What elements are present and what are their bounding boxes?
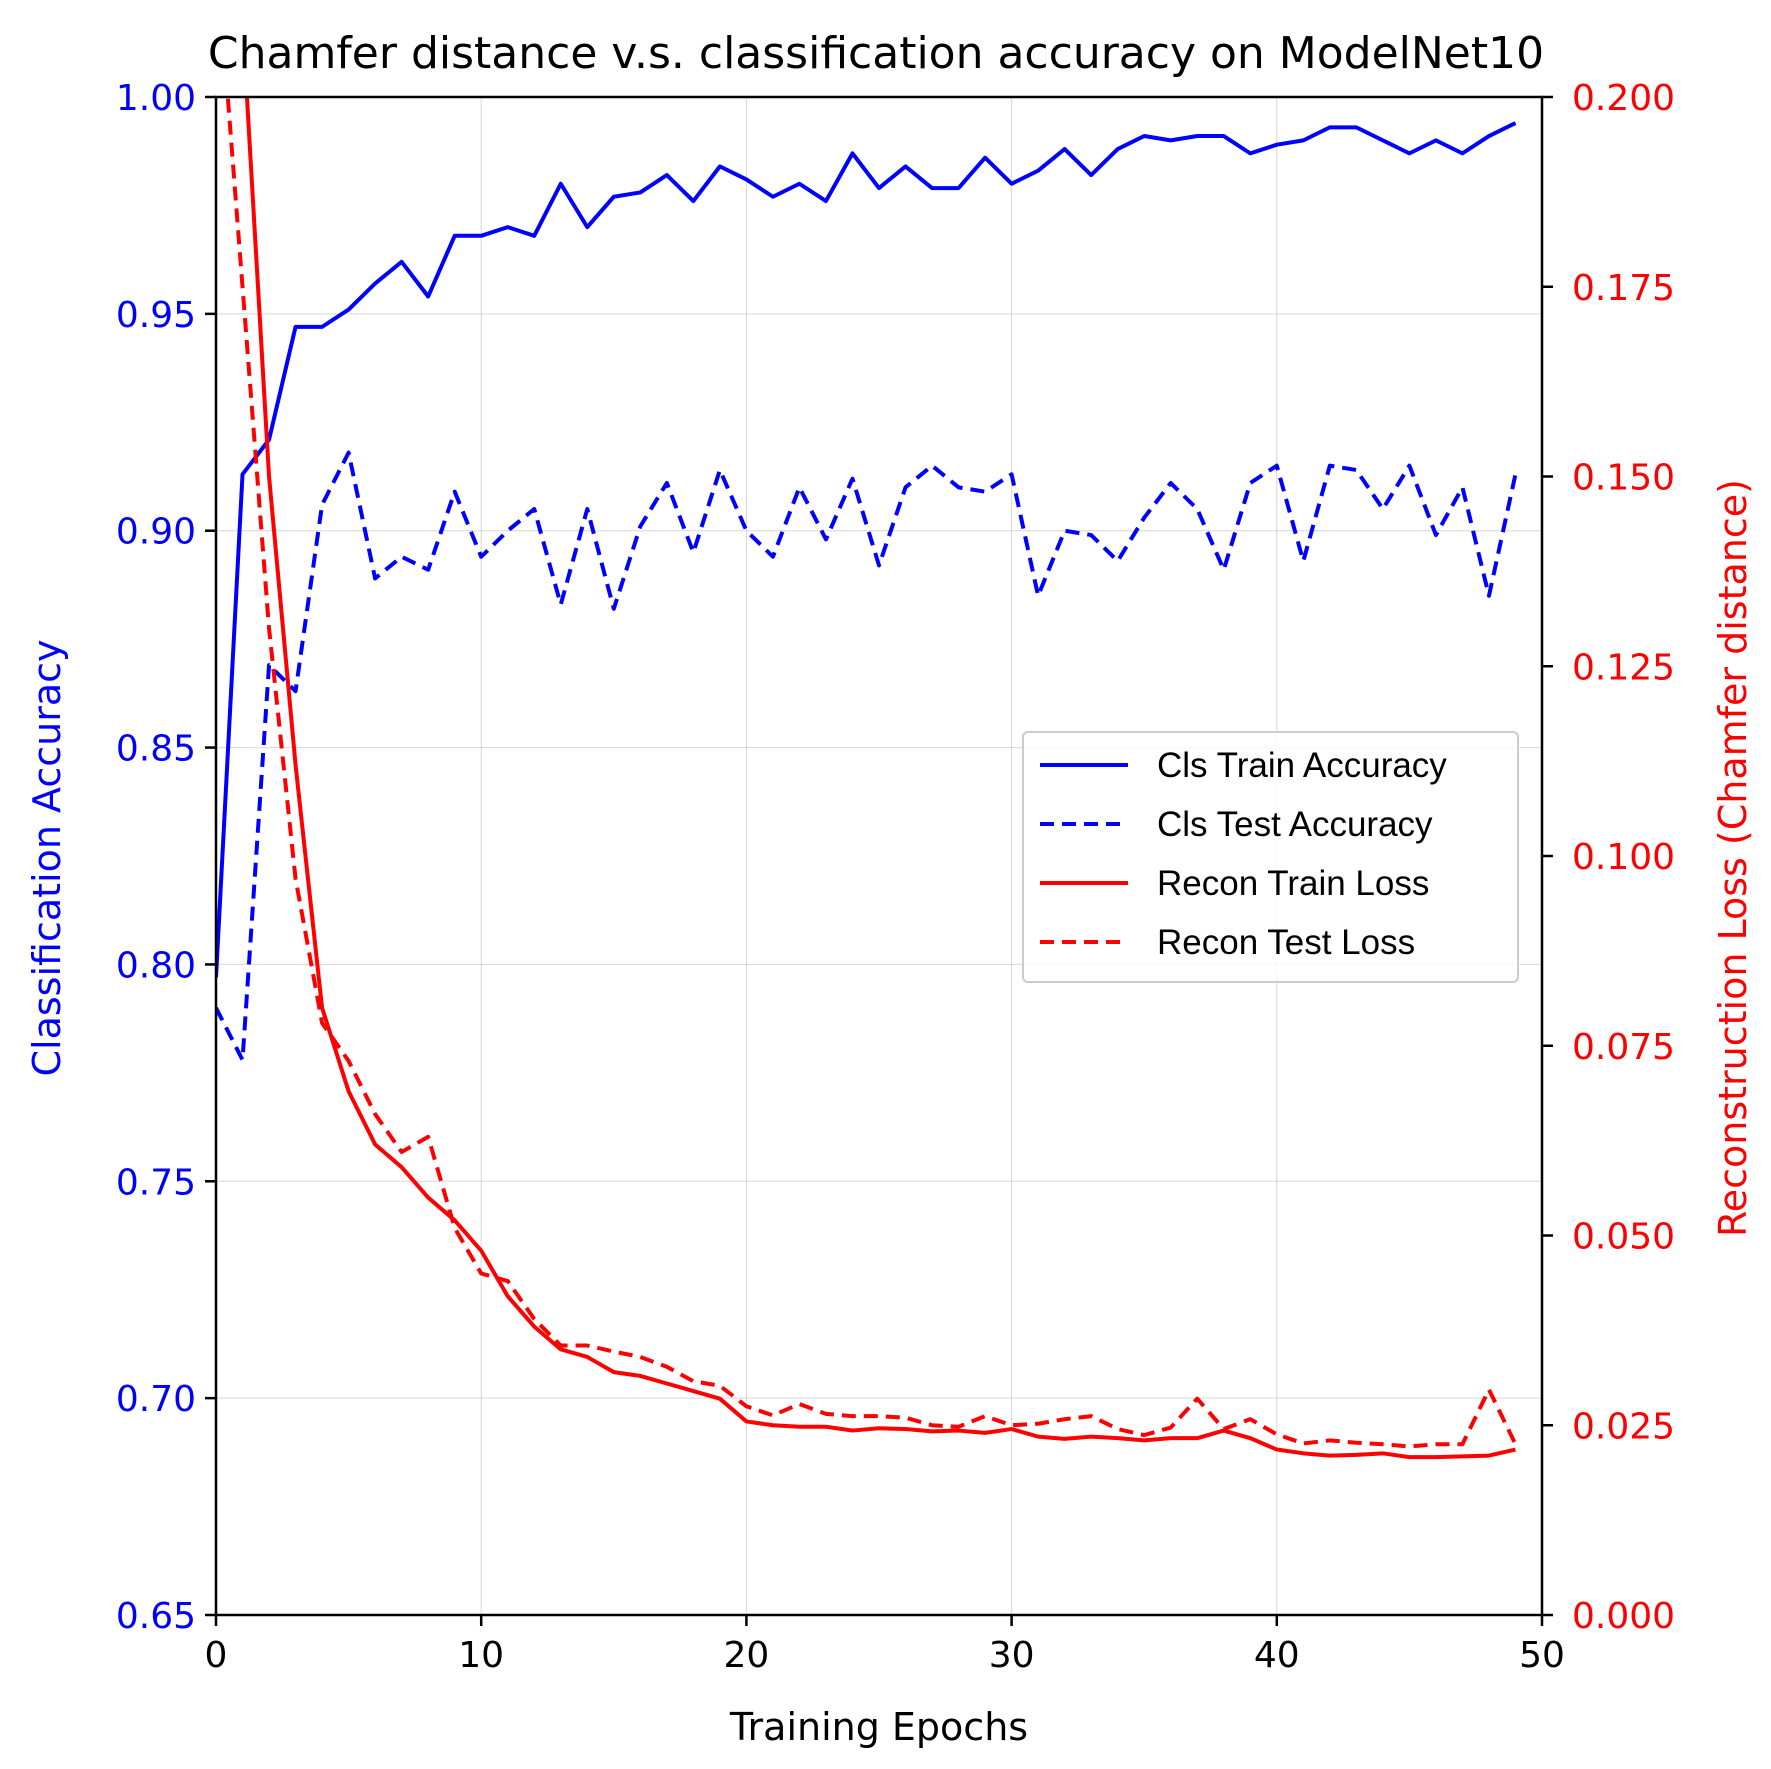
right-tick-label: 0.100 bbox=[1572, 837, 1675, 878]
left-axis-ticks: 0.65 0.70 0.75 0.80 0.85 0.90 0.95 1.00 bbox=[116, 78, 216, 1637]
right-tick-label: 0.025 bbox=[1572, 1406, 1675, 1447]
x-tick-label: 10 bbox=[458, 1635, 504, 1676]
left-tick-label: 0.90 bbox=[116, 512, 196, 553]
right-tick-label: 0.000 bbox=[1572, 1596, 1675, 1637]
left-tick-label: 0.95 bbox=[116, 295, 196, 336]
right-axis-label: Reconstruction Loss (Chamfer distance) bbox=[1711, 479, 1755, 1237]
right-axis-ticks: 0.000 0.025 0.050 0.075 0.100 0.125 0.150 0.175… bbox=[1542, 78, 1675, 1637]
right-tick-label: 0.175 bbox=[1572, 268, 1675, 309]
x-axis-ticks: 0 10 20 30 40 50 bbox=[205, 1615, 1565, 1676]
left-tick-label: 0.85 bbox=[116, 729, 196, 770]
right-tick-label: 0.075 bbox=[1572, 1027, 1675, 1068]
left-axis-label: Classification Accuracy bbox=[25, 640, 69, 1077]
legend: Cls Train Accuracy Cls Test Accuracy Recon… bbox=[1022, 731, 1519, 983]
legend-label: Cls Train Accuracy bbox=[1157, 746, 1447, 785]
right-tick-label: 0.125 bbox=[1572, 647, 1675, 688]
series-line-recon-test-loss bbox=[225, 97, 1518, 1449]
x-tick-label: 0 bbox=[205, 1635, 228, 1676]
series-line-recon-train-loss bbox=[244, 97, 1516, 1460]
legend-label: Recon Test Loss bbox=[1157, 923, 1415, 962]
x-tick-label: 40 bbox=[1254, 1635, 1300, 1676]
chart-title: Chamfer distance v.s. classification acc… bbox=[208, 28, 1544, 79]
plot-lines bbox=[216, 97, 1518, 1460]
x-tick-label: 20 bbox=[723, 1635, 769, 1676]
legend-box bbox=[1022, 731, 1519, 983]
right-tick-label: 0.200 bbox=[1572, 78, 1675, 119]
series-line-cls-train-accuracy bbox=[216, 121, 1517, 978]
x-tick-label: 50 bbox=[1519, 1635, 1565, 1676]
left-tick-label: 0.75 bbox=[116, 1162, 196, 1203]
legend-label: Recon Train Loss bbox=[1157, 864, 1429, 903]
series-line-cls-test-accuracy bbox=[216, 450, 1518, 1062]
legend-label: Cls Test Accuracy bbox=[1157, 805, 1433, 844]
left-tick-label: 0.80 bbox=[116, 945, 196, 986]
left-tick-label: 0.70 bbox=[116, 1379, 196, 1420]
x-tick-label: 30 bbox=[989, 1635, 1035, 1676]
x-axis-label: Training Epochs bbox=[729, 1705, 1028, 1749]
right-tick-label: 0.050 bbox=[1572, 1217, 1675, 1258]
left-tick-label: 1.00 bbox=[116, 78, 196, 119]
right-tick-label: 0.150 bbox=[1572, 458, 1675, 499]
left-tick-label: 0.65 bbox=[116, 1596, 196, 1637]
